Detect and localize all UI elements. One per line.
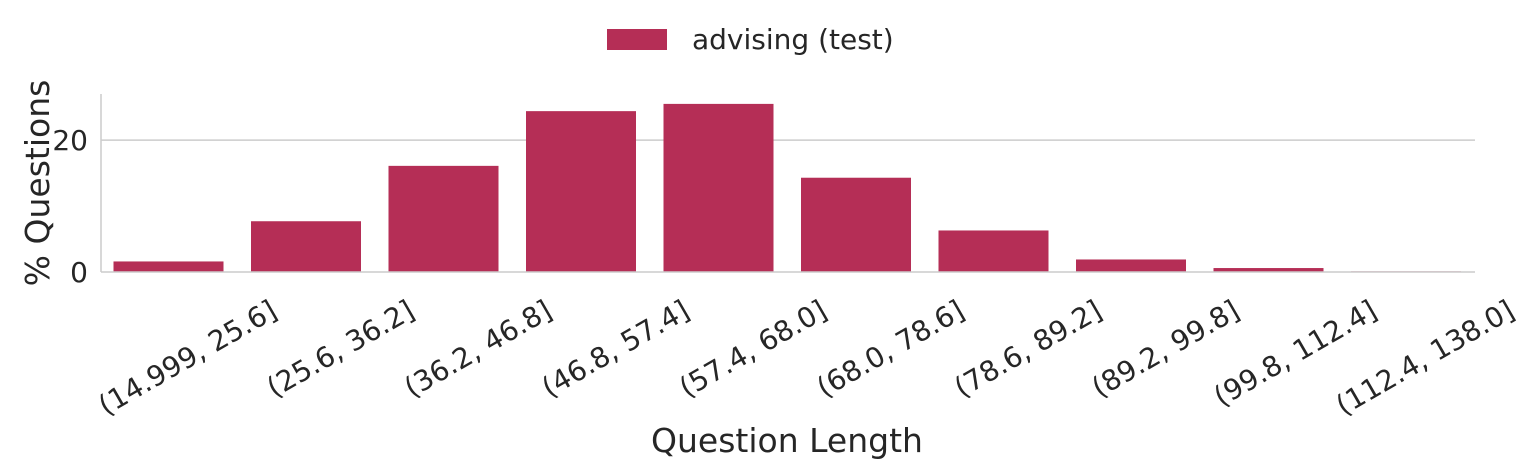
bar <box>526 111 636 272</box>
bar <box>1076 259 1186 272</box>
legend-swatch <box>607 29 667 50</box>
x-tick-label: (68.0, 78.6] <box>811 293 970 404</box>
y-tick-label: 0 <box>70 256 88 289</box>
bar <box>251 221 361 272</box>
bar <box>389 166 499 272</box>
bar <box>664 104 774 272</box>
bar <box>114 261 224 272</box>
legend-label: advising (test) <box>692 23 894 56</box>
x-tick-label: (78.6, 89.2] <box>949 293 1108 404</box>
legend: advising (test) <box>607 23 894 56</box>
y-axis-title: % Questions <box>18 80 57 287</box>
bars <box>114 104 1462 272</box>
bar <box>801 178 911 272</box>
x-tick-label: (36.2, 46.8] <box>399 293 558 404</box>
y-tick-label: 20 <box>52 124 88 157</box>
y-tick-labels: 0 20 <box>52 124 88 289</box>
x-tick-label: (46.8, 57.4] <box>536 293 695 404</box>
x-tick-label: (14.999, 25.6] <box>93 293 283 422</box>
x-tick-label: (25.6, 36.2] <box>261 293 420 404</box>
bar <box>939 230 1049 272</box>
x-tick-labels: (14.999, 25.6](25.6, 36.2](36.2, 46.8](4… <box>93 293 1517 422</box>
x-axis-title: Question Length <box>651 421 923 460</box>
x-tick-label: (57.4, 68.0] <box>674 293 833 404</box>
